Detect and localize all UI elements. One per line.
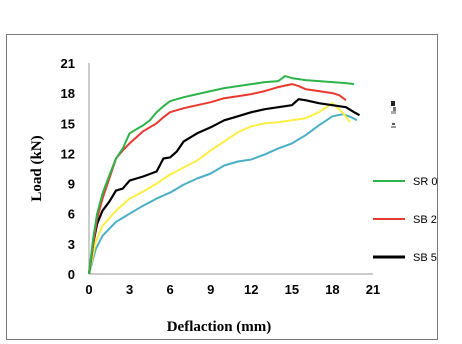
x-tick-label: 9 <box>207 282 214 297</box>
y-axis-title: Load (kN) <box>29 135 45 201</box>
series-line-2 <box>87 98 361 275</box>
axes <box>88 63 373 275</box>
legend-label-0: SR 0% <box>413 176 437 188</box>
chart-frame: 0 3 6 9 12 15 18 21 0 3 6 9 12 15 18 21 Deflaction (mm… <box>6 34 438 340</box>
y-tick-label: 3 <box>68 237 75 252</box>
x-tick-label: 3 <box>126 282 133 297</box>
y-tick-label: 9 <box>68 177 75 192</box>
x-axis-title: Deflaction (mm) <box>167 319 272 335</box>
y-tick-label: 0 <box>68 267 75 282</box>
y-tick-label: 12 <box>61 146 75 161</box>
series-line-1 <box>88 83 347 275</box>
y-tick-labels: 0 3 6 9 12 15 18 21 <box>61 56 75 282</box>
legend: SR 0% SB 25% SB 50% <box>373 176 437 264</box>
y-tick-label: 6 <box>68 207 75 222</box>
series-layer <box>87 75 361 275</box>
x-tick-label: 6 <box>167 282 174 297</box>
line-chart: 0 3 6 9 12 15 18 21 0 3 6 9 12 15 18 21 Deflaction (mm… <box>29 56 437 335</box>
x-tick-label: 21 <box>366 282 380 297</box>
y-tick-label: 15 <box>61 116 75 131</box>
x-tick-label: 15 <box>285 282 299 297</box>
x-tick-label: 0 <box>85 282 92 297</box>
legend-clipped-icon <box>391 101 396 128</box>
x-tick-label: 18 <box>325 282 339 297</box>
legend-label-1: SB 25% <box>413 214 437 226</box>
series-line-0 <box>88 75 355 275</box>
legend-label-2: SB 50% <box>413 252 437 264</box>
y-tick-label: 18 <box>61 86 75 101</box>
y-tick-label: 21 <box>61 56 75 71</box>
x-tick-label: 12 <box>244 282 258 297</box>
series-line-4 <box>88 113 358 275</box>
x-tick-labels: 0 3 6 9 12 15 18 21 <box>85 282 380 297</box>
series-line-3 <box>88 102 351 275</box>
